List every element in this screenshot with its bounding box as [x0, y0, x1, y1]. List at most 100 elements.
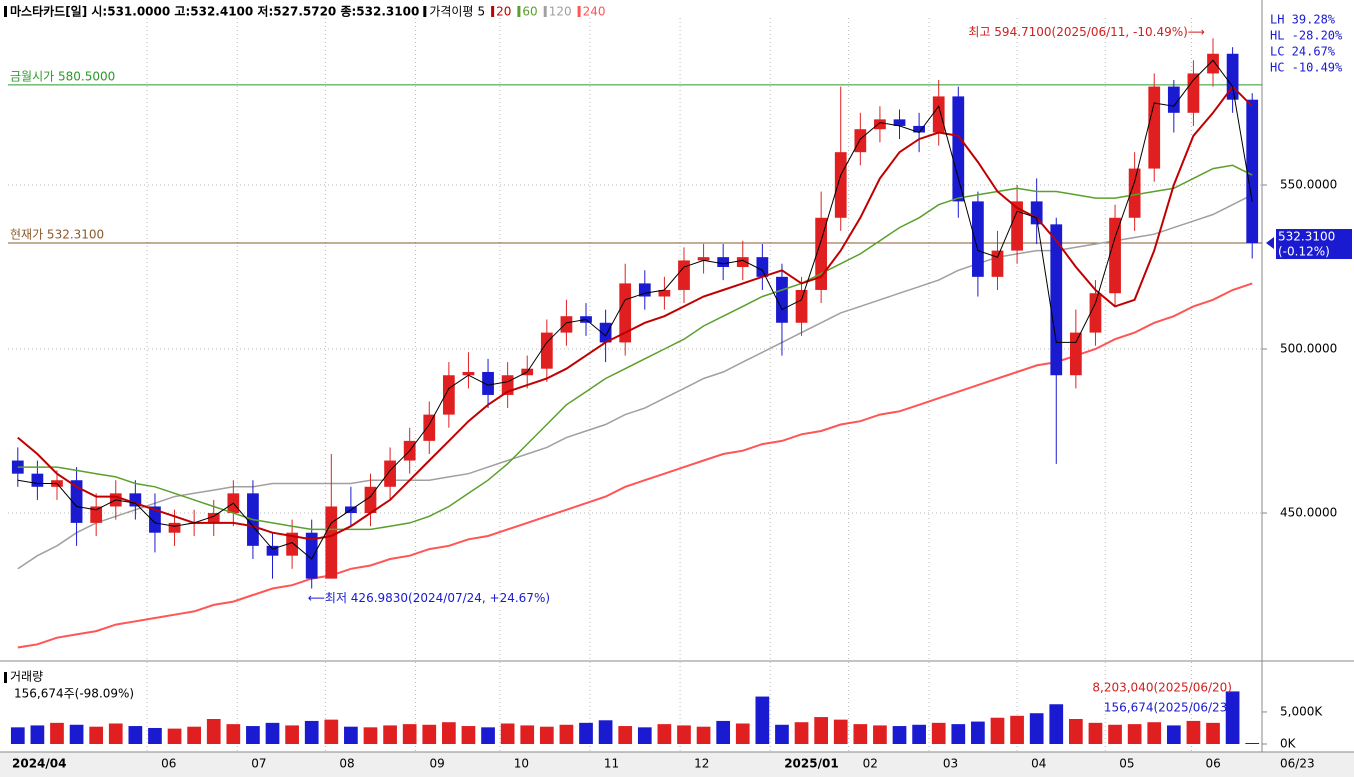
- candle-body: [854, 129, 867, 153]
- x-tick-label: 02: [863, 757, 878, 771]
- legend-entry: 120: [549, 5, 572, 19]
- volume-bar: [500, 723, 515, 744]
- x-tick-label: 04: [1031, 757, 1046, 771]
- candle-body: [874, 119, 886, 130]
- candle-body: [756, 257, 769, 277]
- volume-bar: [657, 724, 672, 744]
- candle-body: [462, 371, 475, 376]
- candle-body: [384, 460, 396, 487]
- candle-body: [619, 283, 632, 343]
- price-box-label: (-0.12%): [1278, 245, 1330, 259]
- candle-body: [31, 473, 44, 487]
- legend-marker: [423, 6, 427, 17]
- candle-body: [442, 375, 455, 415]
- volume-bar: [187, 726, 201, 744]
- volume-bar: [246, 726, 260, 744]
- candle-body: [129, 493, 142, 507]
- reference-label: 금월시가 580.5000: [10, 69, 115, 83]
- volume-note: 156,674(2025/06/23): [1104, 701, 1232, 715]
- volume-bar: [1108, 724, 1122, 744]
- volume-bar: [579, 722, 593, 744]
- legend-entry: 60: [522, 5, 537, 19]
- stat-label: HL -28.20%: [1270, 29, 1343, 43]
- volume-bar: [422, 724, 437, 744]
- candle-body: [717, 257, 730, 267]
- volume-bar: [402, 724, 417, 744]
- volume-bar: [735, 723, 750, 744]
- volume-bar: [696, 726, 711, 744]
- volume-bar: [30, 725, 45, 744]
- candle-body: [1226, 53, 1239, 100]
- legend-marker: [543, 6, 547, 17]
- candle-body: [482, 371, 494, 395]
- volume-subtitle: 156,674주(-98.09%): [14, 687, 134, 701]
- candle-body: [1246, 99, 1259, 244]
- legend-entry: 5: [477, 5, 485, 19]
- candle-body: [1069, 332, 1082, 376]
- volume-bar: [539, 726, 554, 744]
- candle-body: [952, 96, 965, 202]
- volume-bar: [108, 723, 123, 744]
- candle-body: [1011, 201, 1023, 251]
- volume-bar: [128, 726, 143, 744]
- volume-bar: [89, 726, 104, 744]
- volume-bar: [912, 724, 926, 744]
- volume-bar: [794, 722, 809, 744]
- candle-body: [1187, 73, 1200, 113]
- x-tick-label: 12: [694, 757, 709, 771]
- candle-body: [697, 257, 710, 261]
- volume-bar: [716, 720, 731, 744]
- volume-bar: [363, 727, 378, 744]
- price-box-label: 532.3100: [1278, 230, 1335, 244]
- volume-bar: [755, 696, 770, 744]
- candle-body: [678, 260, 690, 290]
- volume-title: 거래량: [10, 670, 43, 684]
- candle-body: [168, 522, 181, 533]
- candle-body: [207, 513, 220, 523]
- volume-bar: [1069, 719, 1083, 744]
- volume-bar: [1147, 722, 1162, 744]
- x-tick-label: 03: [943, 757, 958, 771]
- legend-marker: [577, 6, 581, 17]
- volume-bar: [990, 717, 1005, 744]
- x-last-label: 06/23: [1280, 757, 1315, 771]
- candle-body: [893, 119, 906, 126]
- y-tick-label: 550.0000: [1280, 177, 1337, 191]
- volume-bar: [1186, 720, 1201, 744]
- candle-body: [834, 152, 847, 218]
- stat-label: HC -10.49%: [1270, 61, 1343, 75]
- y-tick-label: 500.0000: [1280, 342, 1337, 356]
- volume-bar: [598, 720, 613, 744]
- volume-bar: [618, 726, 633, 744]
- volume-bar: [1029, 713, 1044, 744]
- volume-bar: [1206, 722, 1220, 744]
- candle-body: [560, 316, 573, 333]
- legend-entry: 20: [496, 5, 511, 19]
- volume-bar: [324, 719, 339, 744]
- volume-bar: [285, 725, 299, 744]
- candle-body: [423, 414, 436, 441]
- candle-body: [1050, 224, 1063, 376]
- volume-marker: [4, 672, 7, 683]
- x-tick-label: 07: [251, 757, 266, 771]
- legend-marker: [491, 6, 495, 17]
- volume-bar: [1127, 724, 1142, 744]
- candle-body: [815, 217, 828, 290]
- x-axis-bar: [0, 752, 1354, 777]
- volume-bar: [520, 725, 535, 744]
- ma-line: [17, 59, 1253, 560]
- volume-bar: [10, 727, 25, 744]
- title-marker: [4, 6, 7, 17]
- volume-bar: [971, 721, 985, 744]
- candle-body: [70, 480, 83, 523]
- volume-bar: [1225, 691, 1240, 744]
- candle-body: [736, 257, 749, 267]
- volume-bar: [1088, 722, 1103, 744]
- candle-body: [913, 125, 925, 133]
- volume-bar: [206, 719, 221, 744]
- volume-bar: [892, 726, 907, 744]
- volume-bar: [559, 724, 574, 744]
- volume-bar: [814, 717, 828, 744]
- x-tick-label: 05: [1119, 757, 1134, 771]
